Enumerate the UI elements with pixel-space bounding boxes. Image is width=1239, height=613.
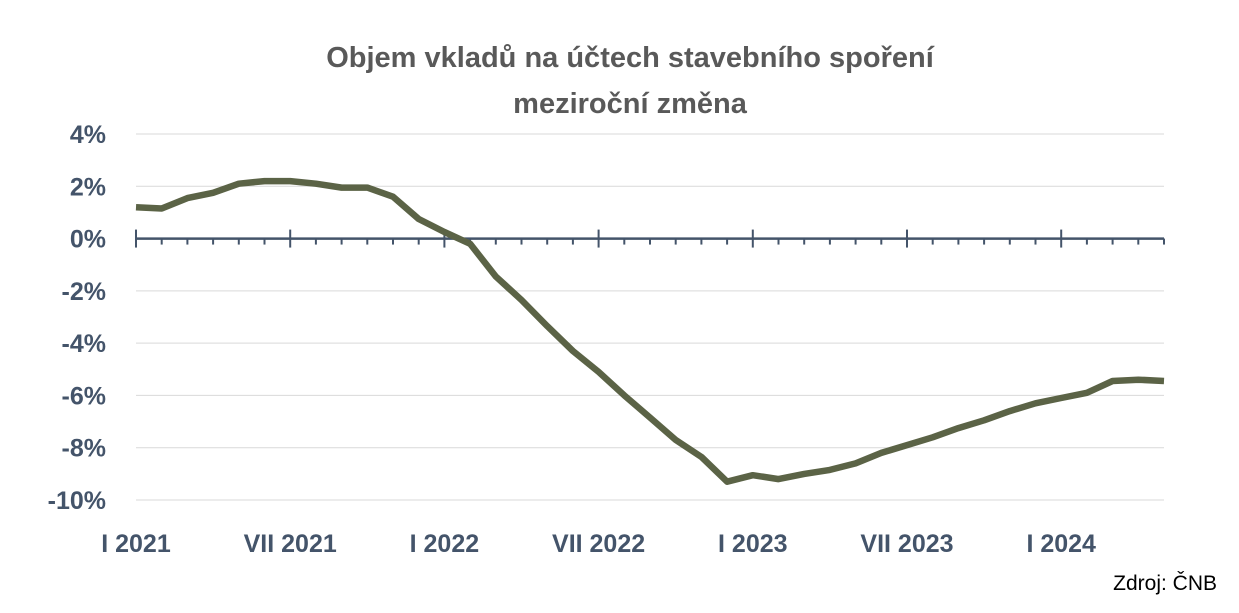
y-tick-label: -4%	[62, 330, 106, 358]
y-tick-labels: 4% 2% 0% -2% -4% -6% -8% -10%	[48, 121, 106, 515]
chart-subtitle: meziroční změna	[513, 88, 747, 120]
y-tick-label: -10%	[48, 487, 106, 515]
x-tick-label: I 2024	[1026, 530, 1096, 558]
gridlines	[136, 133, 1164, 501]
source-note: Zdroj: ČNB	[1113, 572, 1217, 595]
x-tick-label: I 2021	[101, 530, 171, 558]
x-tick-label: I 2022	[410, 530, 480, 558]
x-tick-label: VII 2021	[244, 530, 337, 558]
y-tick-label: -8%	[62, 435, 106, 463]
chart-title: Objem vkladů na účtech stavebního spořen…	[326, 42, 934, 74]
y-tick-label: 4%	[70, 121, 106, 149]
zero-axis	[135, 229, 1165, 248]
y-tick-label: 0%	[70, 226, 106, 254]
x-tick-labels: I 2021 VII 2021 I 2022 VII 2022 I 2023 VII 20…	[101, 530, 1096, 558]
series-line	[135, 177, 1165, 485]
x-tick-label: VII 2023	[860, 530, 953, 558]
series-line-path	[135, 177, 1165, 485]
y-tick-label: 2%	[70, 173, 106, 201]
y-tick-label: -6%	[62, 382, 106, 410]
x-tick-label: VII 2022	[552, 530, 645, 558]
x-tick-label: I 2023	[718, 530, 788, 558]
y-tick-label: -2%	[62, 278, 106, 306]
